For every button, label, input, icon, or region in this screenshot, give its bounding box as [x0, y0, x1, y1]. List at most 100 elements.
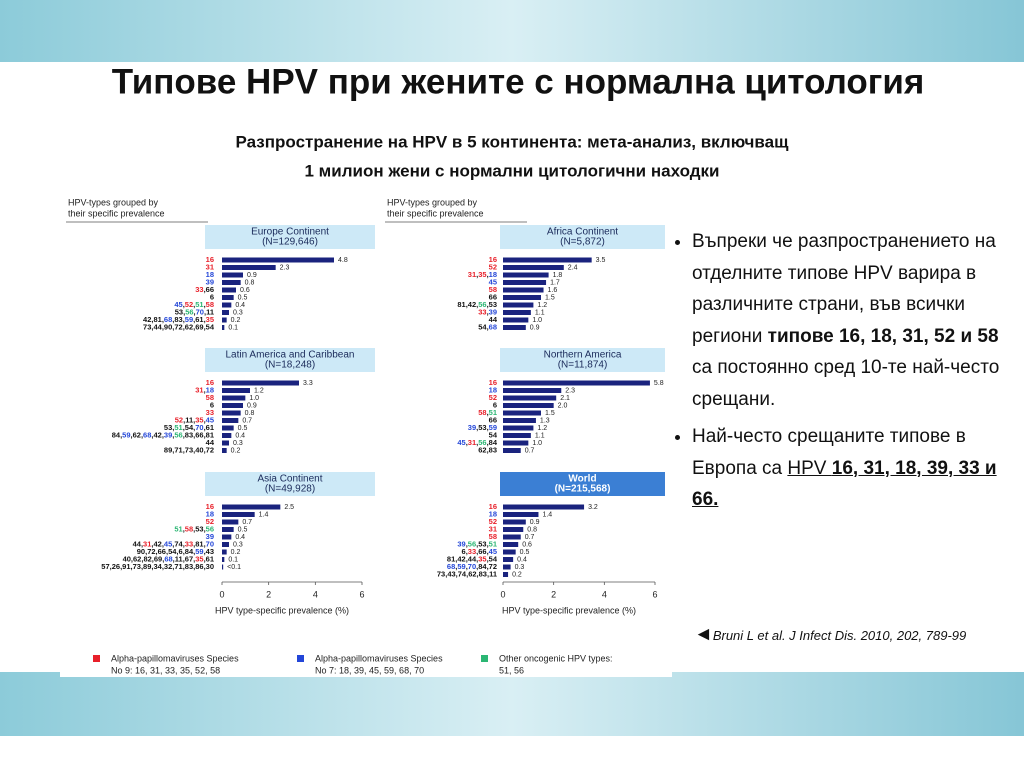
value-label: 1.5	[545, 410, 555, 417]
value-label: 1.4	[259, 511, 269, 518]
value-label: 1.2	[537, 425, 547, 432]
legend-name: Alpha-papillomaviruses Species	[111, 653, 239, 663]
category-label: 40,62,82,69,68,11,67,35,61	[123, 554, 214, 563]
category-label: 6	[210, 292, 214, 301]
bar	[503, 557, 514, 562]
reference-text: Bruni L et al. J Infect Dis. 2010, 202, …	[712, 628, 967, 643]
category-label: 58,51	[478, 408, 497, 417]
category-label: 33,39	[478, 307, 497, 316]
value-label: 0.1	[228, 324, 238, 331]
value-label: 0.9	[247, 272, 257, 279]
slide-subtitle: 1 милион жени с нормални цитологични нах…	[304, 161, 719, 180]
category-label: 16	[489, 378, 497, 387]
category-label: 81,42,44,35,54	[447, 554, 498, 563]
bar	[222, 388, 250, 393]
bar	[503, 287, 544, 293]
bar	[222, 295, 234, 300]
bar	[503, 504, 585, 510]
bar	[503, 388, 562, 393]
bar	[503, 440, 529, 446]
bullet-text-part: HPV	[787, 457, 832, 479]
bar	[503, 519, 526, 525]
category-label: 52	[489, 393, 497, 402]
value-label: 1.7	[550, 279, 560, 286]
figure-header: their specific prevalence	[68, 208, 165, 218]
category-label: 31,18	[195, 385, 214, 394]
x-tick-label: 0	[219, 589, 224, 599]
bullet-text-part: типове 16, 18, 31, 52 и 58	[767, 325, 999, 347]
value-label: 0.7	[242, 519, 252, 526]
value-label: 0.6	[522, 541, 532, 548]
bar	[222, 564, 224, 570]
bar	[222, 557, 225, 562]
bar	[222, 418, 239, 423]
category-label: 39	[206, 532, 214, 541]
category-label: 33,66	[195, 285, 214, 294]
category-label: 54,68	[478, 322, 497, 331]
chart-subtitle: (N=215,568)	[555, 484, 611, 495]
bar	[222, 519, 239, 525]
chart-title: Asia Continent	[257, 474, 322, 485]
bullet: Най-често срещаните типове в Европа са H…	[692, 421, 1004, 516]
value-label: 0.4	[517, 556, 527, 563]
legend-swatch	[297, 655, 304, 662]
bottom-band	[0, 672, 1024, 736]
category-label: 45,31,56,84	[457, 438, 497, 447]
bar	[222, 440, 229, 446]
slide-title: Типове HPV при жените с нормална цитолог…	[112, 62, 925, 101]
value-label: 1.5	[545, 294, 555, 301]
bullet-text-part: Най-често срещаните типове в Европа са	[692, 426, 966, 479]
value-label: 0.2	[231, 447, 241, 454]
bar	[503, 272, 549, 278]
value-label: 3.2	[588, 504, 598, 511]
chart-title: Latin America and Caribbean	[226, 350, 355, 361]
bar	[222, 302, 232, 308]
legend-swatch	[481, 655, 488, 662]
bullet-text-part: Въпреки че разпространението на отделнит…	[692, 231, 996, 347]
category-label: 57,26,91,73,89,34,32,71,83,86,30	[101, 562, 214, 571]
value-label: <0.1	[227, 564, 241, 571]
bar	[222, 433, 232, 438]
value-label: 0.9	[530, 324, 540, 331]
category-label: 52	[206, 517, 214, 526]
bar	[222, 265, 276, 270]
category-label: 18	[489, 509, 497, 518]
chart-title: World	[568, 474, 596, 485]
chart-subtitle: (N=5,872)	[560, 237, 605, 248]
category-label: 31	[206, 262, 214, 271]
category-label: 84,59,62,68,42,39,56,83,66,81	[112, 430, 214, 439]
value-label: 0.8	[245, 410, 255, 417]
bar	[503, 295, 541, 300]
category-label: 31	[489, 524, 497, 533]
value-label: 0.4	[235, 534, 245, 541]
category-label: 53,51,54,70,61	[164, 423, 214, 432]
bar	[503, 380, 650, 386]
value-label: 0.7	[525, 534, 535, 541]
category-label: 33	[206, 408, 214, 417]
category-label: 73,44,90,72,62,69,54	[143, 322, 215, 331]
bullet-text-part: 16, 31, 18, 39, 33 и 66.	[692, 457, 997, 511]
bar	[222, 425, 234, 431]
x-tick-label: 2	[266, 589, 271, 599]
category-label: 52	[489, 517, 497, 526]
value-label: 1.6	[548, 287, 558, 294]
value-label: 1.0	[532, 317, 542, 324]
reference: ◄Bruni L et al. J Infect Dis. 2010, 202,…	[694, 624, 966, 646]
top-band	[0, 0, 1024, 62]
bar	[503, 257, 592, 263]
value-label: 3.5	[596, 257, 606, 264]
x-tick-label: 6	[652, 589, 657, 599]
value-label: 0.9	[247, 402, 257, 409]
bar	[222, 257, 334, 263]
value-label: 2.3	[565, 387, 575, 394]
value-label: 1.2	[537, 302, 547, 309]
category-label: 44	[489, 315, 498, 324]
chart-header-box	[500, 225, 665, 249]
chart-header-box	[205, 348, 375, 372]
bar	[503, 549, 516, 555]
x-tick-label: 2	[551, 589, 556, 599]
bar	[503, 310, 531, 315]
value-label: 0.3	[515, 564, 525, 571]
category-label: 45	[489, 277, 497, 286]
